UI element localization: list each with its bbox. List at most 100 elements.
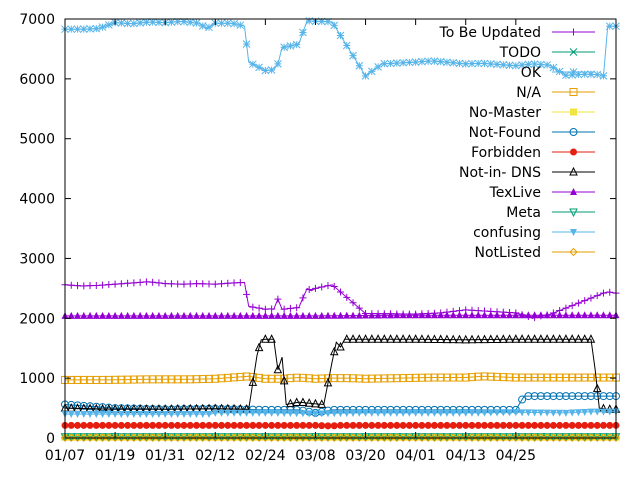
data-point (543, 409, 551, 417)
data-point (362, 421, 370, 429)
data-point (92, 421, 100, 429)
data-point (211, 280, 219, 288)
data-point (223, 433, 233, 442)
data-point (224, 409, 232, 417)
data-point (80, 411, 88, 419)
data-point (562, 409, 570, 417)
data-point (574, 311, 582, 319)
data-point (74, 311, 82, 319)
y-tick-label: 5000 (19, 132, 55, 148)
data-point (549, 311, 557, 319)
data-point (411, 334, 420, 343)
data-point (336, 31, 345, 40)
data-point (386, 334, 395, 343)
legend-entry-n-a: N/A (516, 85, 595, 101)
data-point (580, 433, 589, 442)
legend: To Be Updated TODO OK N/A No-Master Not-Found… (439, 25, 595, 261)
data-point (186, 311, 194, 319)
data-point (380, 374, 389, 383)
data-point (173, 17, 182, 26)
series-ok (61, 17, 620, 80)
data-point (605, 392, 614, 401)
y-tick-label: 2000 (19, 311, 55, 327)
data-point (518, 409, 526, 417)
data-point (355, 374, 364, 383)
data-point (480, 372, 489, 381)
data-point (218, 280, 226, 288)
data-point (92, 281, 100, 289)
data-point (242, 40, 251, 48)
legend-label: Forbidden (471, 145, 541, 161)
data-point (567, 433, 577, 442)
data-point (154, 433, 164, 442)
data-point (605, 433, 614, 442)
data-point (280, 311, 288, 319)
data-point (561, 392, 570, 401)
data-point (142, 311, 150, 319)
data-point (424, 421, 432, 429)
data-point (292, 433, 301, 442)
data-point (505, 433, 514, 442)
data-point (580, 70, 589, 79)
data-point (592, 383, 602, 393)
data-point (155, 279, 163, 287)
data-point (299, 294, 307, 302)
data-point (304, 433, 314, 442)
data-point (174, 411, 182, 419)
data-point (562, 304, 570, 312)
data-point (255, 373, 264, 382)
data-point (437, 421, 445, 429)
data-point (505, 373, 514, 382)
data-point (79, 433, 88, 442)
data-point (398, 433, 408, 442)
data-point (99, 421, 107, 429)
x-tick-label: 04/13 (446, 448, 486, 464)
data-point (292, 40, 301, 49)
data-point (481, 311, 489, 319)
data-point (286, 311, 294, 319)
data-point (455, 421, 463, 429)
data-point (218, 409, 226, 417)
data-point (468, 421, 476, 429)
data-point (230, 311, 238, 319)
data-point (298, 397, 308, 407)
data-point (424, 409, 432, 417)
legend-marker (570, 229, 577, 236)
data-point (543, 392, 552, 401)
data-point (192, 421, 200, 429)
data-point (129, 433, 139, 442)
data-point (73, 375, 82, 384)
data-point (293, 304, 301, 312)
data-point (286, 398, 295, 408)
data-point (374, 311, 382, 319)
legend-marker (569, 88, 578, 96)
data-point (392, 334, 402, 343)
data-point (562, 71, 570, 80)
y-tick-label: 4000 (19, 192, 55, 208)
data-point (236, 372, 245, 381)
data-point (568, 392, 577, 401)
data-point (198, 375, 207, 384)
data-point (492, 334, 502, 343)
data-point (217, 433, 226, 442)
data-point (330, 21, 339, 30)
data-point (148, 375, 157, 384)
data-point (405, 373, 414, 382)
data-point (436, 334, 445, 344)
data-point (593, 373, 602, 382)
data-point (223, 373, 232, 382)
data-point (292, 373, 301, 382)
data-point (279, 433, 289, 442)
legend-marker (569, 247, 578, 257)
data-point (555, 373, 564, 382)
data-point (462, 421, 470, 429)
data-point (524, 60, 533, 69)
data-point (261, 311, 269, 319)
data-point (149, 311, 157, 319)
data-point (254, 342, 264, 352)
data-point (367, 67, 376, 76)
data-point (486, 334, 496, 344)
data-point (611, 433, 621, 442)
data-point (142, 433, 151, 442)
x-tick-label: 01/07 (45, 448, 85, 464)
